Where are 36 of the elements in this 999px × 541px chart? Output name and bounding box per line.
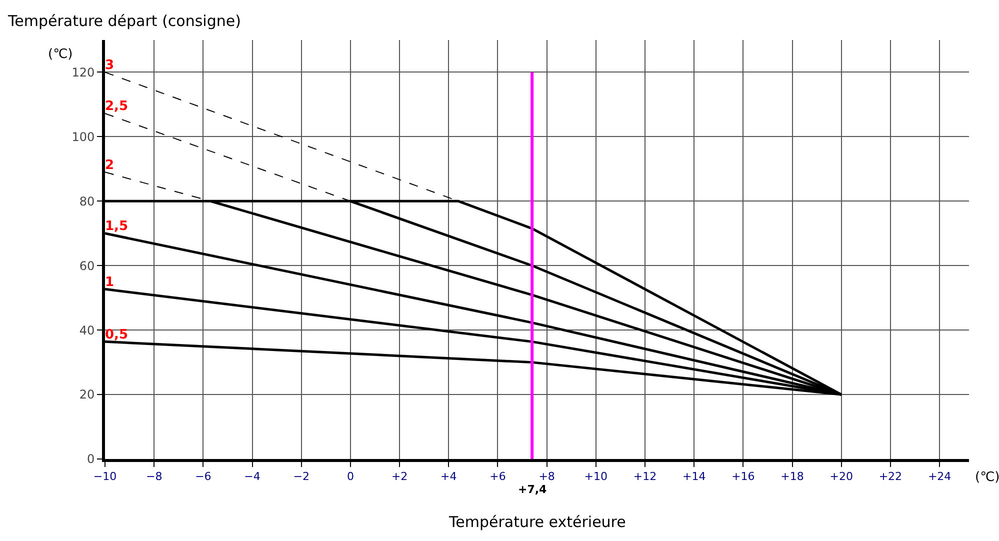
text: (℃)	[48, 47, 73, 62]
y-tick-label: 20	[79, 388, 95, 402]
x-tick-label: +22	[878, 470, 902, 484]
x-tick-label: +2	[391, 470, 408, 484]
x-tick-label: +16	[732, 470, 755, 484]
x-tick-label: −2	[293, 470, 310, 484]
x-axis-title: Température extérieure	[448, 513, 626, 531]
x-tick-label: +6	[490, 470, 506, 484]
x-tick-label: +10	[584, 470, 608, 484]
x-tick-label: −10	[93, 470, 117, 484]
y-tick-label: 0	[86, 452, 95, 466]
series-label: 1,5	[105, 219, 128, 234]
x-tick-label: −4	[244, 470, 260, 484]
x-tick-label: 0	[346, 470, 354, 484]
series-label: 2,5	[105, 99, 128, 114]
series-label: 0,5	[105, 327, 128, 342]
series-label: 3	[105, 58, 114, 73]
x-tick-label: +8	[538, 470, 555, 484]
y-tick-label: 80	[79, 194, 95, 208]
y-tick-label: 40	[79, 323, 95, 338]
series-label: 1	[105, 274, 114, 290]
x-tick-label: −8	[146, 470, 162, 484]
text: (℃)	[975, 470, 999, 485]
x-tick-label: +12	[633, 470, 657, 484]
x-tick-label: +14	[682, 470, 706, 484]
x-tick-label: −6	[195, 470, 212, 484]
x-tick-label: +20	[830, 470, 853, 484]
x-tick-label: +4	[440, 470, 457, 484]
y-tick-label: 120	[72, 65, 95, 80]
x-tick-label: +24	[928, 470, 952, 484]
y-tick-label: 60	[79, 258, 95, 273]
ref-line-label: +7,4	[518, 483, 548, 496]
y-axis-title: Température départ (consigne)	[7, 12, 241, 30]
x-tick-label: +18	[780, 470, 804, 484]
series-label: 2	[105, 158, 114, 173]
y-tick-label: 100	[72, 130, 95, 144]
